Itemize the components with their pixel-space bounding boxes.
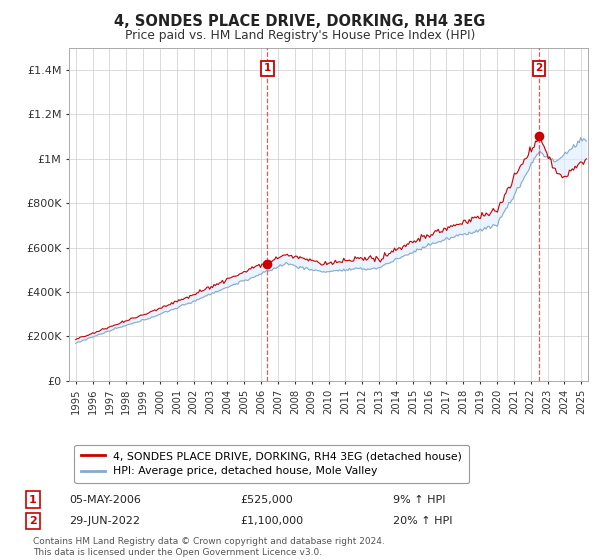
- Text: 1: 1: [29, 494, 37, 505]
- Text: 29-JUN-2022: 29-JUN-2022: [69, 516, 140, 526]
- Text: 9% ↑ HPI: 9% ↑ HPI: [393, 494, 445, 505]
- Text: 20% ↑ HPI: 20% ↑ HPI: [393, 516, 452, 526]
- Text: 2: 2: [535, 63, 542, 73]
- Text: 1: 1: [264, 63, 271, 73]
- Text: 2: 2: [29, 516, 37, 526]
- Text: £525,000: £525,000: [240, 494, 293, 505]
- Text: Price paid vs. HM Land Registry's House Price Index (HPI): Price paid vs. HM Land Registry's House …: [125, 29, 475, 42]
- Text: 4, SONDES PLACE DRIVE, DORKING, RH4 3EG: 4, SONDES PLACE DRIVE, DORKING, RH4 3EG: [115, 14, 485, 29]
- Legend: 4, SONDES PLACE DRIVE, DORKING, RH4 3EG (detached house), HPI: Average price, de: 4, SONDES PLACE DRIVE, DORKING, RH4 3EG …: [74, 445, 469, 483]
- Text: 05-MAY-2006: 05-MAY-2006: [69, 494, 141, 505]
- Text: £1,100,000: £1,100,000: [240, 516, 303, 526]
- Text: Contains HM Land Registry data © Crown copyright and database right 2024.
This d: Contains HM Land Registry data © Crown c…: [33, 537, 385, 557]
